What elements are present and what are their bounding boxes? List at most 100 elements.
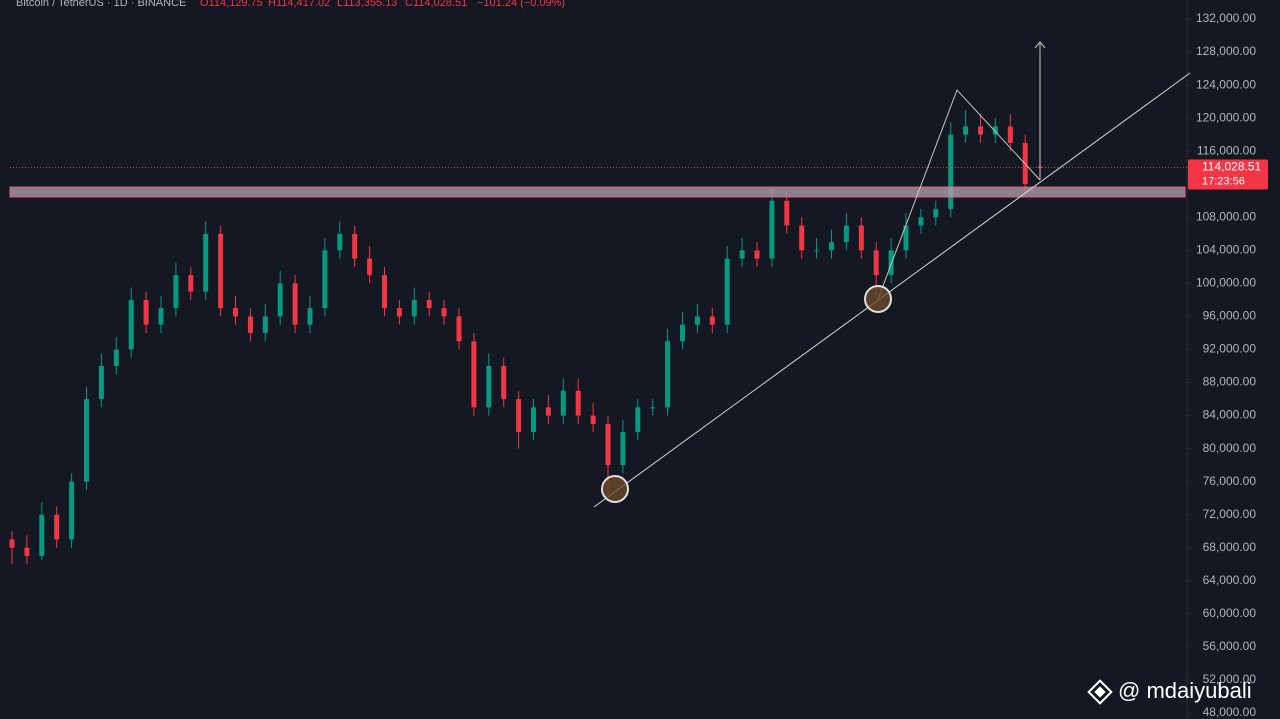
candle-body [1007,126,1013,143]
candle-body [694,316,700,325]
candle-body [426,299,432,309]
low-marker [864,285,892,313]
y-tick-label: 72,000.00 [1203,507,1257,521]
candle-body [113,349,119,366]
y-tick-label: 80,000.00 [1203,441,1257,455]
ohlc-close: C114,028.51 [405,0,467,9]
candle-body [516,399,522,433]
candle-body [218,233,224,309]
watermark-text: @ mdaiyubali [1118,678,1252,703]
y-tick-label: 48,000.00 [1203,705,1257,719]
candle-body [739,250,745,259]
y-tick-label: 60,000.00 [1203,606,1257,620]
candle-body [843,225,849,243]
candle-body [188,275,194,292]
y-tick-label: 116,000.00 [1197,143,1256,157]
candle-body [382,275,387,309]
candle-body [277,283,283,317]
price-label-box [1188,159,1268,190]
y-tick-label: 124,000.00 [1196,77,1256,91]
candle-body [978,126,983,135]
candle-body [352,233,358,259]
candle-body [307,308,313,325]
y-tick-label: 84,000.00 [1203,408,1257,422]
candle-body [128,299,134,350]
candle-body [575,390,581,416]
candle-body [620,432,626,466]
candle-body [411,299,417,317]
candle-body [769,200,775,259]
y-tick-label: 100,000.00 [1196,276,1256,290]
y-tick-label: 96,000.00 [1203,309,1257,323]
candle-body [9,539,15,548]
candle-body [39,514,45,557]
y-tick-label: 88,000.00 [1203,375,1257,389]
candle-body [322,250,328,309]
support-zone [9,186,1186,198]
symbol: Bitcoin / TetherUS · 1D · BINANCE [16,0,186,9]
candle-body [158,308,164,325]
candle-body [560,390,566,416]
candle-body [337,233,343,251]
y-tick-label: 76,000.00 [1203,474,1257,488]
header: Bitcoin / TetherUS · 1D · BINANCE O114,1… [16,0,565,9]
candle-body [233,308,238,317]
countdown: 17:23:56 [1202,175,1245,187]
candle-body [262,316,268,333]
ohlc-change: −101.24 (−0.09%) [477,0,565,9]
y-tick-label: 132,000.00 [1196,11,1256,25]
trend-line [593,72,1191,508]
candle-body [754,250,760,259]
candle-body [918,217,924,226]
candle-body [933,209,939,218]
candle-body [784,200,790,226]
candle-body [680,324,685,342]
candle-body [903,225,909,251]
candle-body [724,258,730,325]
low-marker [601,475,629,503]
candle-body [69,481,75,540]
y-axis: 48,000.00 52,000.00 56,000.00 60,000.00 64,0… [1187,11,1268,719]
candle-body [635,407,641,433]
candle-body [590,415,596,424]
candle-body [605,423,611,466]
candle-body [173,275,179,309]
ohlc-open: O114,129.75 [200,0,263,9]
watermark: @ mdaiyubali [1087,678,1252,705]
candle-body [367,258,373,276]
candle-body [814,250,820,252]
y-tick-label: 104,000.00 [1196,243,1256,257]
candle-body [24,547,30,557]
candle-body [650,407,656,409]
candle-body [471,341,477,408]
candle-body [963,126,969,135]
candle-body [992,126,998,135]
watermark-icon [1087,679,1113,705]
candle-body [84,399,89,482]
candle-body [501,366,507,400]
y-tick-label: 120,000.00 [1196,110,1256,124]
y-tick-label: 52,000.00 [1203,672,1257,686]
candle-body [292,283,298,325]
candle-body [545,407,551,416]
candle-body [396,308,402,317]
y-tick-label: 64,000.00 [1203,573,1257,587]
y-tick-label: 128,000.00 [1196,44,1256,58]
candle-body [486,366,492,408]
candle-body [888,250,894,276]
candle-body [441,308,447,317]
candle-body [456,316,462,342]
candle-body [203,233,209,292]
candle-body [54,514,60,540]
y-tick-label: 56,000.00 [1203,639,1257,653]
candle-body [829,242,834,251]
candle-body [98,366,104,400]
y-tick-label: 108,000.00 [1196,209,1256,223]
candle-body [873,250,879,276]
ohlc-low: L113,355.13 [337,0,397,9]
candle-body [531,407,536,433]
y-tick-label: 68,000.00 [1203,540,1257,554]
